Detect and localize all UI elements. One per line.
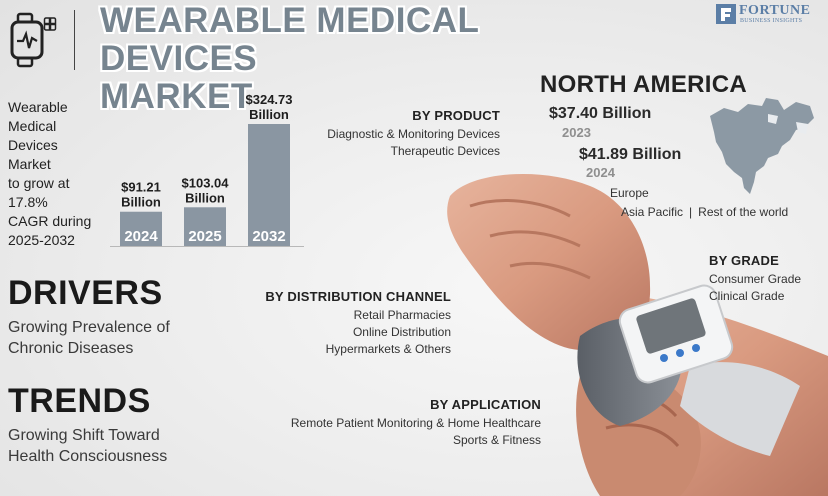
- segment-distribution-item: Retail Pharmacies: [353, 308, 451, 322]
- region-value-2023: $37.40 Billion: [549, 105, 652, 122]
- trends-text-line: Health Consciousness: [8, 448, 168, 465]
- header-divider: [74, 10, 75, 70]
- trends-section: TRENDS Growing Shift Toward Health Consc…: [8, 382, 167, 467]
- segment-distribution-item: Online Distribution: [352, 325, 451, 339]
- drivers-title: DRIVERS: [8, 274, 163, 312]
- blurb-line: Medical: [8, 118, 57, 134]
- segment-distribution-item: Hypermarkets & Others: [325, 342, 451, 356]
- region-others-row: Asia Pacific | Rest of the world: [621, 205, 788, 219]
- drivers-text-line: Chronic Diseases: [8, 340, 134, 357]
- segment-distribution-title: BY DISTRIBUTION CHANNEL: [265, 289, 451, 304]
- chart-category-label: 2024: [124, 228, 158, 245]
- segment-product-item: Therapeutic Devices: [390, 144, 500, 158]
- brand-subtitle: BUSINESS INSIGHTS: [740, 18, 803, 24]
- brand-logo: FORTUNE BUSINESS INSIGHTS: [716, 4, 824, 26]
- chart-bar-2025: [184, 207, 226, 246]
- region-separator: |: [689, 205, 693, 219]
- region-europe: Europe: [610, 186, 649, 200]
- page-title: WEARABLE MEDICAL DEVICES MARKET: [100, 2, 620, 116]
- segment-application-item: Remote Patient Monitoring & Home Healthc…: [290, 416, 541, 430]
- region-asia-pacific: Asia Pacific: [621, 205, 684, 219]
- segment-grade-title: BY GRADE: [709, 253, 779, 268]
- chart-bar-2032: [248, 124, 290, 246]
- chart-unit-label: Billion: [185, 190, 225, 205]
- brand-mark-icon: [716, 4, 736, 24]
- blurb-line: CAGR during: [8, 213, 92, 229]
- blurb-line: 2025-2032: [8, 232, 75, 248]
- page-title-line-2: MARKET: [100, 77, 253, 116]
- chart-unit-label: Billion: [249, 107, 289, 122]
- segment-grade: BY GRADE Consumer Grade Clinical Grade: [709, 253, 801, 305]
- region-rest-of-world: Rest of the world: [698, 205, 789, 219]
- smartwatch-health-icon: [10, 12, 57, 68]
- segment-product-item: Diagnostic & Monitoring Devices: [327, 127, 500, 141]
- blurb-line: Devices: [8, 137, 58, 153]
- chart-category-label: 2025: [188, 228, 221, 245]
- page-title-line-1: WEARABLE MEDICAL DEVICES: [100, 1, 479, 78]
- chart-value-label: $103.04: [182, 175, 230, 190]
- region-year-2023: 2023: [562, 125, 591, 140]
- blurb-cagr: 17.8%: [8, 194, 48, 210]
- segment-application-title: BY APPLICATION: [430, 397, 541, 412]
- north-america-map-icon: [710, 98, 814, 194]
- market-growth-blurb: Wearable Medical Devices Market to grow …: [8, 98, 116, 250]
- segment-application-item: Sports & Fitness: [452, 433, 541, 447]
- chart-value-label: $324.73: [246, 92, 293, 107]
- wrist-blood-pressure-monitor-illustration: [447, 173, 828, 496]
- trends-text-line: Growing Shift Toward: [8, 427, 160, 444]
- chart-category-label: 2032: [252, 228, 285, 245]
- chart-value-label: $91.21: [121, 180, 161, 195]
- drivers-text-line: Growing Prevalence of: [8, 319, 170, 336]
- region-year-2024: 2024: [586, 165, 615, 180]
- chart-bar-2024: [120, 211, 162, 246]
- segment-product-title: BY PRODUCT: [412, 108, 500, 123]
- drivers-section: DRIVERS Growing Prevalence of Chronic Di…: [8, 274, 170, 359]
- region-value-2024: $41.89 Billion: [579, 146, 682, 163]
- segment-grade-item: Consumer Grade: [709, 272, 802, 286]
- chart-unit-label: Billion: [121, 195, 161, 210]
- blurb-line: to grow at: [8, 175, 70, 191]
- blurb-line: Market: [8, 156, 51, 172]
- region-title: NORTH AMERICA: [540, 71, 747, 98]
- trends-title: TRENDS: [8, 382, 151, 420]
- segment-product: BY PRODUCT Diagnostic & Monitoring Devic…: [327, 108, 500, 160]
- segment-grade-item: Clinical Grade: [709, 289, 785, 303]
- market-size-bar-chart: 2024 $91.21 Billion 2025 $103.04 Billion 2032 $…: [110, 88, 310, 248]
- bar-chart-svg: 2024$91.21Billion2025$103.04Billion2032$…: [110, 92, 304, 247]
- segment-distribution: BY DISTRIBUTION CHANNEL Retail Pharmacie…: [265, 289, 451, 358]
- brand-name: FORTUNE: [739, 3, 811, 18]
- segment-application: BY APPLICATION Remote Patient Monitoring…: [291, 397, 541, 449]
- blurb-line: Wearable: [8, 99, 68, 115]
